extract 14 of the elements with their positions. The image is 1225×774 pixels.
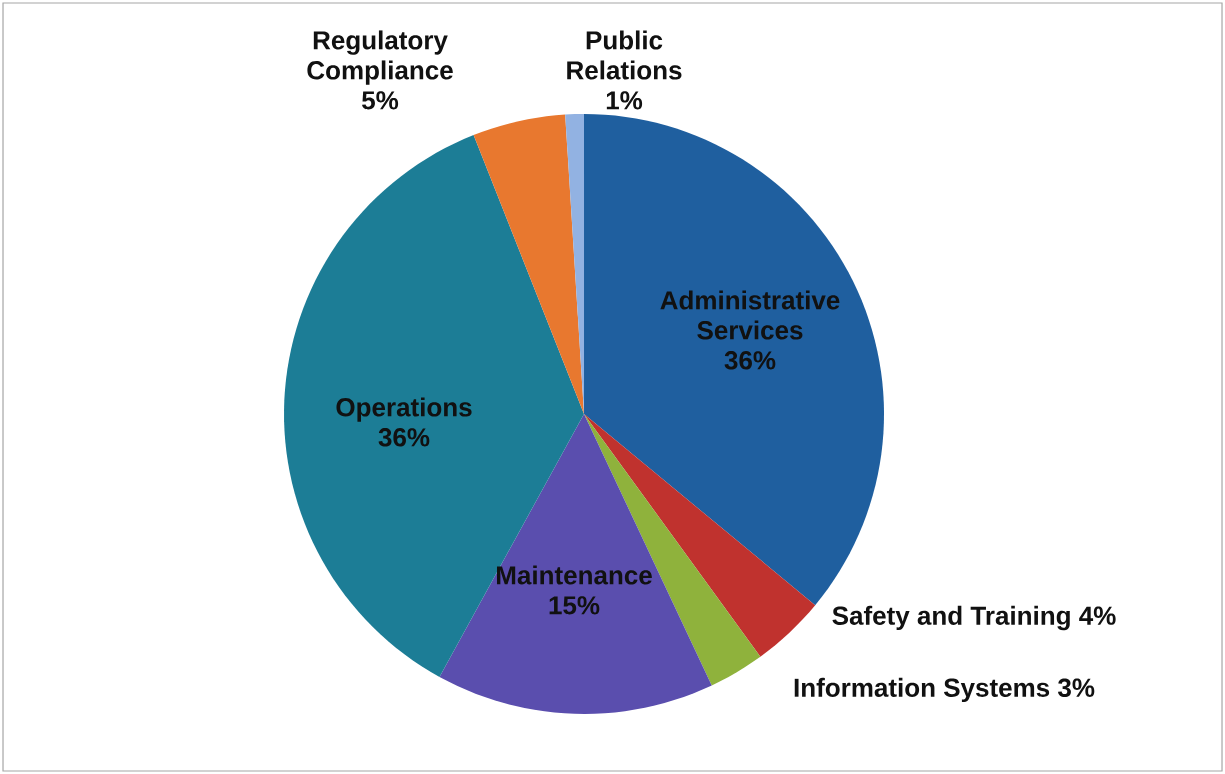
data-label: 3% [1058,678,1095,697]
slice-label: Regulatory Compliance [307,30,453,85]
slice-label: Public Relations [567,30,682,80]
slice-label: Maintenance [497,565,652,585]
data-label: 15% [549,596,600,615]
data-label: 36% [378,428,430,447]
slice-label: Operations [336,397,472,422]
slice-label: Safety and Training [832,605,1070,631]
data-label: 1% [606,91,643,110]
slice-label: Administrative Services [660,290,840,340]
data-label: 5% [362,91,399,110]
data-label: 36% [724,351,776,370]
data-label: 4% [1079,606,1116,625]
slice-label: Information Systems [794,677,1050,703]
